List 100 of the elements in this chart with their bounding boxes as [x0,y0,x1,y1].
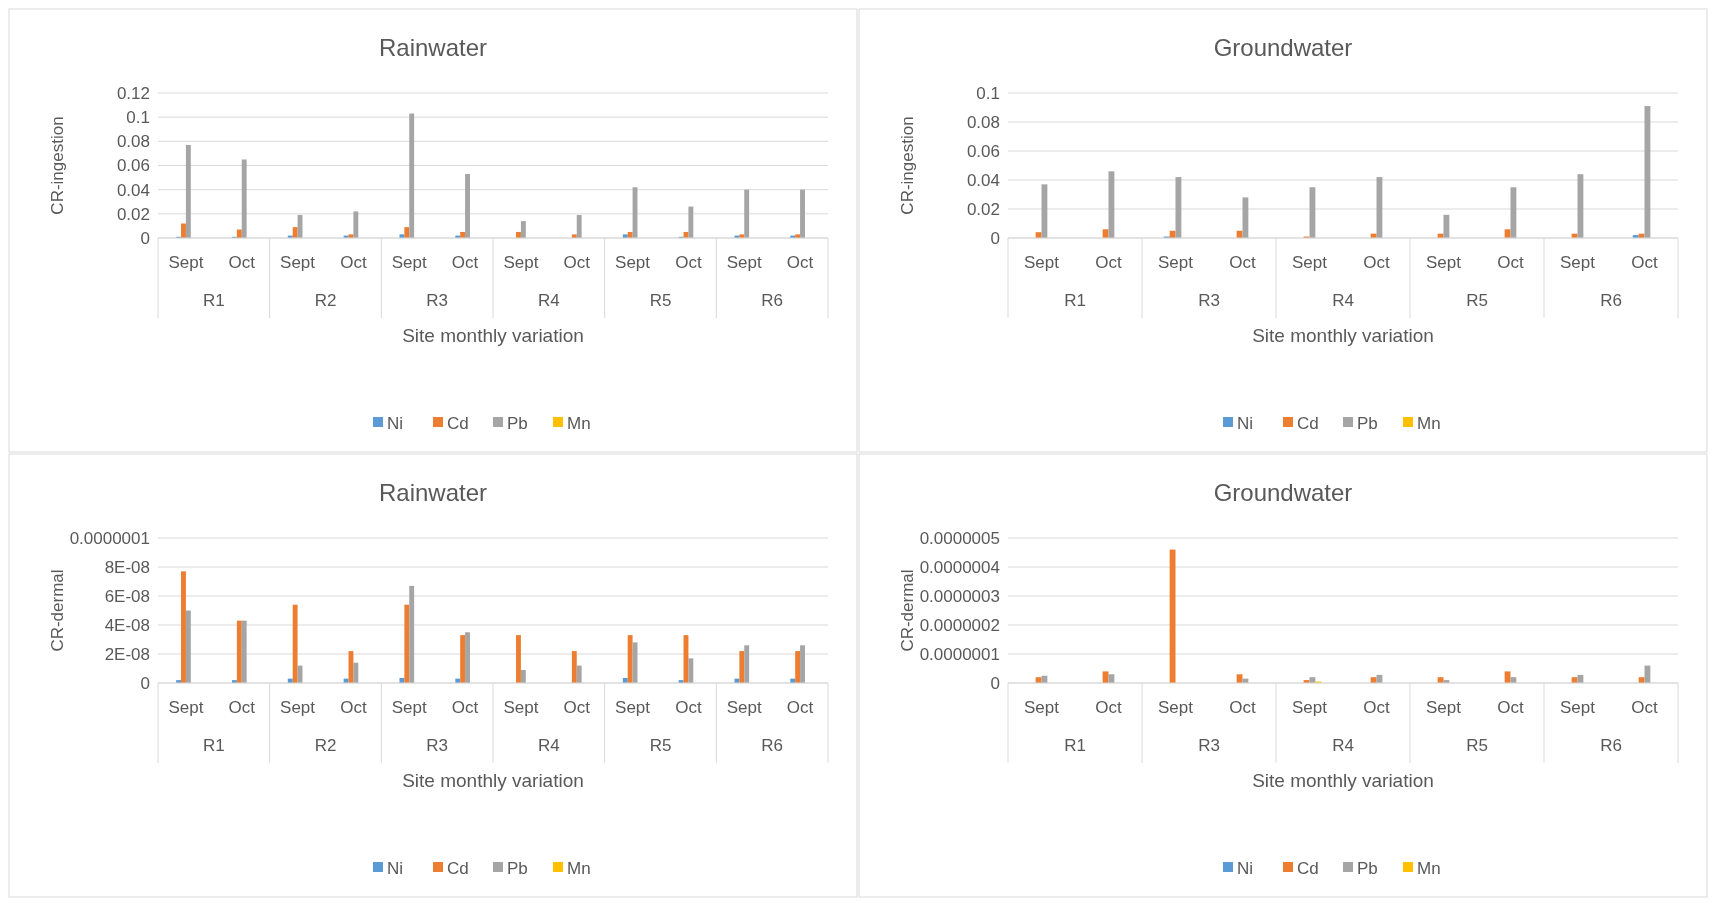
x-tick-label: Oct [786,253,814,272]
text: R4 [1332,736,1354,755]
x-tick-label: Oct [228,698,256,717]
x-tick-label: Sept [1292,698,1328,717]
x-tick-label: Sept [615,698,651,717]
legend-label: Cd [447,858,469,878]
x-tick-label: Oct [675,253,702,272]
y-tick-label: 0.08 [966,112,1000,132]
y-axis-title: CR-dermal [898,569,917,652]
legend-label: Ni [1237,858,1254,878]
text: R5 [1466,736,1488,755]
x-tick-label: Sept [615,253,651,272]
y-tick-label: 0.08 [116,132,150,152]
text: R3 [426,736,449,755]
text: R2 [314,736,337,755]
x-tick-label: Sept [1426,253,1462,272]
legend-label: Pb [507,858,528,878]
y-tick-label: 0 [990,228,1000,248]
legend-label: Mn [567,858,591,878]
legend-label: Pb [507,413,528,433]
x-axis-title: Site monthly variation [1252,325,1434,346]
text: R6 [1600,736,1622,755]
legend-label: Cd [1297,413,1319,433]
text: R3 [1198,736,1220,755]
chart-title: Groundwater [1213,34,1353,61]
y-tick-label: 0.1 [126,108,150,128]
y-tick-label: 0.0000001 [69,528,150,548]
x-tick-label: Oct [1363,698,1390,717]
x-tick-label: Sept [503,698,539,717]
x-tick-label: Oct [451,253,479,272]
x-tick-label: Oct [786,698,814,717]
text: R6 [1600,291,1622,310]
chart-title: Rainwater [378,479,488,506]
x-tick-label: Sept [280,253,316,272]
text: R5 [649,291,672,310]
y-tick-label: 0.0000004 [919,557,1000,577]
legend-label: Cd [447,413,469,433]
y-tick-label: 0.0000001 [919,644,1000,664]
x-tick-label: Sept [1292,253,1328,272]
x-tick-label: Oct [1631,253,1658,272]
y-axis-title: CR-ingestion [898,116,917,215]
text: R5 [1466,291,1488,310]
text: R1 [1064,736,1086,755]
text: R6 [761,291,784,310]
y-tick-label: 0.04 [116,180,150,200]
x-tick-label: Sept [1560,698,1596,717]
x-tick-label: Oct [1095,253,1122,272]
text: R3 [426,291,449,310]
y-tick-label: 6E-08 [104,586,150,606]
x-axis-title: Site monthly variation [402,325,584,346]
y-tick-label: 0.02 [966,199,1000,219]
legend-label: Mn [1417,413,1441,433]
text: R1 [202,736,225,755]
text: R3 [1198,291,1220,310]
y-axis-title: CR-dermal [48,569,67,652]
x-tick-label: Oct [451,698,479,717]
x-tick-label: Sept [280,698,316,717]
x-tick-label: Sept [1158,698,1194,717]
legend-label: Cd [1297,858,1319,878]
x-tick-label: Oct [1497,253,1524,272]
x-tick-label: Oct [1631,698,1658,717]
x-tick-label: Sept [1560,253,1596,272]
x-tick-label: Sept [391,698,428,717]
x-tick-label: Sept [1426,698,1462,717]
y-tick-label: 2E-08 [104,644,150,664]
text: R4 [537,736,560,755]
x-tick-label: Oct [1229,698,1256,717]
x-tick-label: Sept [391,253,428,272]
x-tick-label: Sept [1024,698,1060,717]
y-tick-label: 0.0000005 [919,528,1000,548]
x-tick-label: Oct [563,698,591,717]
y-tick-label: 0.1 [976,83,1000,103]
text: R4 [537,291,560,310]
y-tick-label: 0 [140,673,150,693]
text: R6 [761,736,784,755]
x-tick-label: Sept [168,698,204,717]
x-tick-label: Oct [563,253,591,272]
x-tick-label: Sept [503,253,539,272]
x-tick-label: Oct [1497,698,1524,717]
x-tick-label: Sept [726,698,763,717]
legend-label: Pb [1357,858,1378,878]
x-tick-label: Sept [1158,253,1194,272]
y-tick-label: 0.0000002 [919,615,1000,635]
x-tick-label: Oct [1229,253,1256,272]
x-tick-label: Oct [1363,253,1390,272]
legend-label: Pb [1357,413,1378,433]
y-tick-label: 0.02 [116,204,150,224]
y-tick-label: 8E-08 [104,557,150,577]
legend-label: Ni [387,858,404,878]
text: R5 [649,736,672,755]
x-tick-label: Oct [340,698,367,717]
legend-label: Mn [567,413,591,433]
x-tick-label: Oct [1095,698,1122,717]
y-tick-label: 0.12 [116,83,150,103]
x-tick-label: Oct [340,253,367,272]
chart-title: Rainwater [378,34,488,61]
y-axis-title: CR-ingestion [48,116,67,215]
x-tick-label: Oct [228,253,256,272]
y-tick-label: 0.04 [966,170,1000,190]
text: R1 [202,291,225,310]
